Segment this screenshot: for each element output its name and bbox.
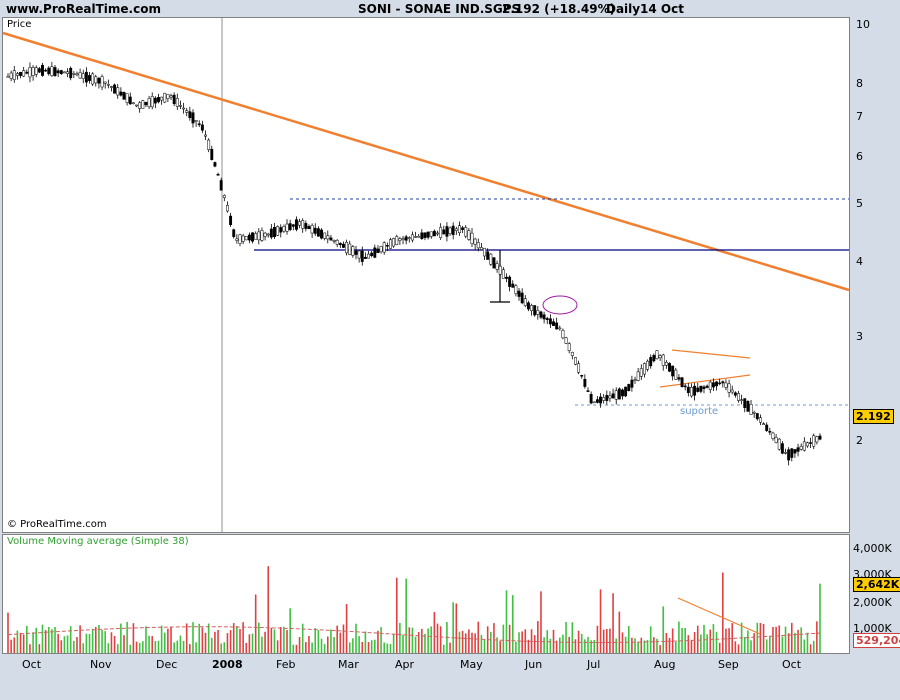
y-tick-3: 3 <box>856 330 863 343</box>
x-tick-label: Feb <box>276 658 296 671</box>
price-panel[interactable]: Price © ProRealTime.com <box>2 17 850 533</box>
vol-tick-4000: 4,000K <box>853 542 892 555</box>
x-tick-label: Mar <box>338 658 359 671</box>
x-tick-label: Jun <box>525 658 543 671</box>
y-tick-4: 4 <box>856 255 863 268</box>
x-tick-label: May <box>460 658 483 671</box>
volume-panel[interactable]: Volume Moving average (Simple 38) <box>2 534 850 654</box>
y-tick-5: 5 <box>856 197 863 210</box>
vol-tick-2000: 2,000K <box>853 596 892 609</box>
y-tick-7: 7 <box>856 110 863 123</box>
date-label: 14 Oct <box>640 2 684 16</box>
instrument-name: SONI - SONAE IND.SGPS <box>358 2 521 16</box>
copyright-label: © ProRealTime.com <box>7 519 107 530</box>
site-label: www.ProRealTime.com <box>6 2 161 16</box>
last-quote: 2.192 (+18.49%) <box>502 2 616 16</box>
x-tick-label: Aug <box>654 658 676 671</box>
x-tick-label: Nov <box>90 658 112 671</box>
x-tick-label: Apr <box>395 658 415 671</box>
period-label: Daily <box>606 2 641 16</box>
x-tick-label: Oct <box>22 658 42 671</box>
last-volume-tag: 2,642K <box>853 577 900 592</box>
last-price-tag: 2.192 <box>853 409 894 424</box>
ma-value-tag: 529,204 <box>853 633 900 648</box>
y-tick-10: 10 <box>856 18 870 31</box>
vol-tick-1000: 1,000K <box>853 622 892 635</box>
x-tick-label: Sep <box>718 658 739 671</box>
price-panel-label: Price <box>7 19 32 30</box>
y-tick-2: 2 <box>856 434 863 447</box>
x-tick-label: Dec <box>156 658 178 671</box>
y-tick-8: 8 <box>856 77 863 90</box>
chart-header: www.ProRealTime.com SONI - SONAE IND.SGP… <box>0 0 900 18</box>
x-tick-label: 2008 <box>212 658 243 671</box>
volume-panel-label: Volume Moving average (Simple 38) <box>7 536 189 547</box>
x-tick-label: Jul <box>587 658 601 671</box>
x-tick-label: Oct <box>782 658 802 671</box>
y-tick-6: 6 <box>856 150 863 163</box>
